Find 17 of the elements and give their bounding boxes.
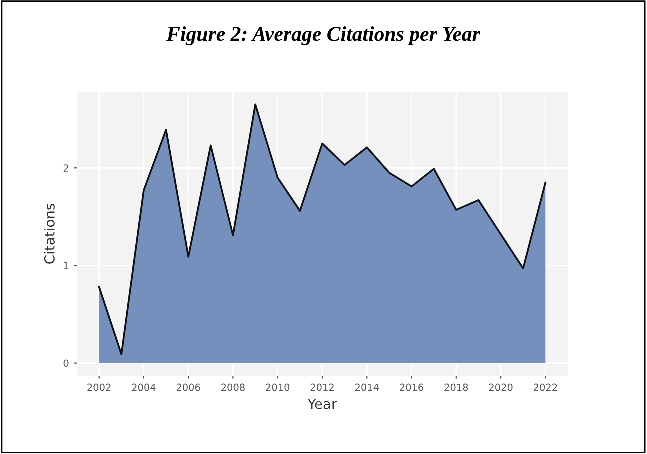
x-tick-label: 2016 <box>400 384 424 392</box>
y-tick-label: 0 <box>64 360 69 368</box>
chart-title: Figure 2: Average Citations per Year <box>166 26 481 46</box>
y-tick-label: 1 <box>64 262 68 270</box>
x-tick-label: 2004 <box>132 384 156 392</box>
x-tick-label: 2006 <box>176 384 200 392</box>
x-tick-label: 2012 <box>310 384 334 392</box>
x-tick-label: 2010 <box>266 384 290 392</box>
x-tick-label: 2020 <box>489 384 513 392</box>
x-tick-label: 2014 <box>355 384 379 392</box>
y-axis-title: Citations <box>44 204 55 264</box>
x-tick-label: 2022 <box>534 384 558 392</box>
x-tick-label: 2018 <box>444 384 468 392</box>
x-tick-label: 2008 <box>222 384 245 392</box>
x-tick-label: 2002 <box>88 384 111 392</box>
x-axis-title: Year <box>308 399 338 410</box>
y-tick-label: 2 <box>64 164 68 172</box>
